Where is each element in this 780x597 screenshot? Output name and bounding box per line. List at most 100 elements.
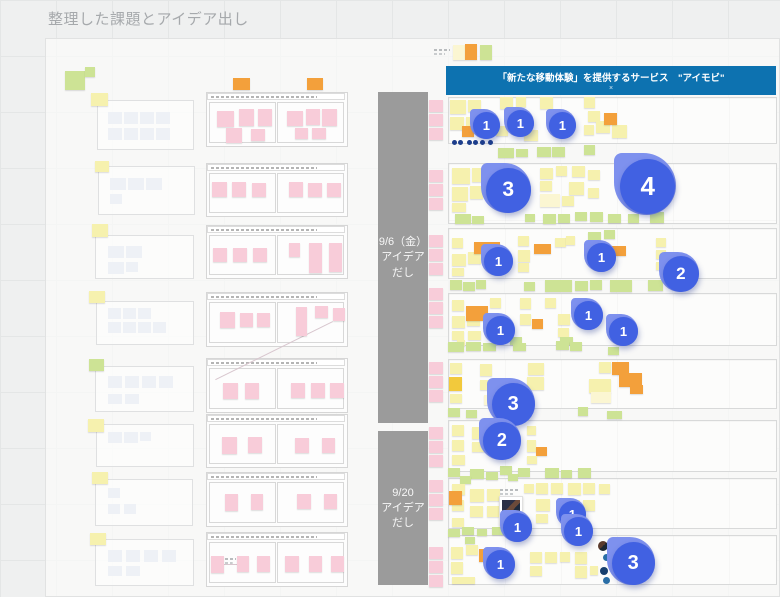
sticky-note[interactable]	[480, 364, 492, 376]
sticky-note[interactable]	[451, 547, 463, 559]
sticky-note[interactable]	[90, 533, 106, 545]
sticky-note[interactable]	[516, 97, 526, 107]
sticky-note[interactable]	[466, 342, 481, 351]
date-band[interactable]: 9/6（金） アイデア だし	[378, 92, 428, 423]
sticky-note[interactable]	[487, 489, 500, 501]
sticky-note[interactable]	[513, 343, 526, 351]
sticky-note[interactable]	[65, 71, 85, 90]
sticky-note[interactable]	[588, 232, 601, 243]
sticky-note[interactable]	[487, 506, 499, 517]
idea-panel[interactable]	[209, 368, 276, 409]
sticky-note-pink[interactable]	[327, 183, 341, 197]
cursor-cluster-badge[interactable]: 1	[504, 107, 534, 137]
sticky-note[interactable]	[89, 359, 104, 371]
sticky-note-pink[interactable]	[217, 111, 234, 127]
cursor-cluster-badge[interactable]: 1	[546, 109, 576, 139]
sticky-note-pink[interactable]	[331, 556, 344, 572]
sticky-note[interactable]	[536, 514, 548, 523]
sticky-note[interactable]	[452, 484, 465, 495]
sticky-note[interactable]	[628, 214, 639, 223]
sticky-note[interactable]	[588, 188, 599, 198]
sticky-note[interactable]	[527, 456, 537, 464]
sticky-note-pink[interactable]	[251, 494, 263, 510]
sticky-note[interactable]	[466, 410, 477, 418]
sticky-note[interactable]	[452, 455, 465, 465]
sticky-note[interactable]	[452, 331, 464, 340]
sticky-note[interactable]	[468, 331, 481, 340]
summary-frame[interactable]	[95, 539, 194, 586]
sticky-note[interactable]	[525, 214, 535, 222]
sticky-note[interactable]	[590, 212, 603, 222]
sticky-note[interactable]	[468, 252, 481, 264]
sticky-note[interactable]	[584, 97, 595, 108]
cursor-cluster-badge[interactable]: 1	[483, 313, 515, 345]
cursor-cluster-badge[interactable]: 1	[571, 298, 603, 330]
sticky-note[interactable]	[510, 337, 522, 345]
sticky-note[interactable]	[452, 168, 470, 184]
sticky-note[interactable]	[630, 385, 643, 394]
sticky-note-pink[interactable]	[251, 129, 265, 141]
sticky-note[interactable]	[463, 282, 475, 291]
sticky-note[interactable]	[608, 347, 619, 355]
sticky-note-pink[interactable]	[429, 302, 443, 314]
sticky-note[interactable]	[518, 468, 530, 477]
sticky-note-pink[interactable]	[429, 316, 443, 328]
sticky-note-pink[interactable]	[212, 182, 227, 197]
sticky-note[interactable]	[452, 268, 464, 276]
idea-row-frame[interactable]	[448, 478, 777, 529]
sticky-note[interactable]	[483, 343, 496, 351]
sticky-note[interactable]	[583, 483, 595, 494]
sticky-note[interactable]	[91, 93, 108, 106]
sticky-note-pink[interactable]	[429, 427, 443, 439]
sticky-note[interactable]	[537, 147, 551, 157]
sticky-note-pink[interactable]	[333, 308, 345, 321]
sticky-note-pink[interactable]	[232, 182, 246, 197]
sticky-note[interactable]	[599, 362, 611, 373]
cursor-cluster-badge[interactable]: 3	[481, 163, 531, 213]
sticky-note[interactable]	[604, 113, 617, 125]
sticky-note[interactable]	[552, 147, 565, 157]
sticky-note[interactable]	[555, 238, 566, 247]
summary-frame[interactable]	[96, 424, 194, 467]
sticky-note[interactable]	[608, 214, 621, 223]
sticky-note[interactable]	[452, 577, 475, 584]
cursor-cluster-badge[interactable]: 1	[500, 510, 532, 542]
sticky-note-pink[interactable]	[329, 243, 342, 272]
sticky-note-pink[interactable]	[223, 383, 238, 399]
sticky-note[interactable]	[612, 125, 627, 138]
sticky-note-pink[interactable]	[233, 248, 247, 262]
sticky-note-pink[interactable]	[322, 109, 337, 126]
sticky-note[interactable]	[452, 440, 464, 451]
sticky-note[interactable]	[490, 298, 501, 308]
sticky-note[interactable]	[558, 328, 569, 337]
sticky-note-pink[interactable]	[289, 243, 300, 257]
sticky-note-pink[interactable]	[429, 184, 443, 196]
sticky-note[interactable]	[530, 552, 542, 563]
sticky-note[interactable]	[500, 466, 512, 475]
sticky-note[interactable]	[472, 216, 484, 224]
sticky-note[interactable]	[591, 392, 611, 403]
sticky-note-pink[interactable]	[429, 170, 443, 182]
cursor-cluster-badge[interactable]: 2	[479, 418, 521, 460]
cursor-cluster-badge[interactable]: 1	[481, 244, 513, 276]
sticky-note[interactable]	[452, 518, 464, 527]
sticky-note[interactable]	[462, 527, 474, 535]
sticky-note[interactable]	[528, 363, 544, 375]
sticky-note[interactable]	[451, 562, 463, 574]
sticky-note-pink[interactable]	[429, 508, 443, 520]
sticky-note[interactable]	[480, 45, 492, 60]
sticky-note[interactable]	[448, 529, 460, 537]
sticky-note[interactable]	[85, 67, 95, 77]
sticky-note[interactable]	[566, 236, 575, 245]
sticky-note[interactable]	[610, 246, 626, 256]
sticky-note[interactable]	[578, 468, 591, 478]
sticky-note[interactable]	[562, 196, 574, 206]
sticky-note-pink[interactable]	[429, 249, 443, 261]
sticky-note[interactable]	[449, 377, 462, 391]
sticky-note[interactable]	[508, 474, 518, 481]
sticky-note[interactable]	[583, 500, 595, 511]
sticky-note[interactable]	[570, 342, 582, 351]
sticky-note-pink[interactable]	[289, 182, 303, 197]
sticky-note-pink[interactable]	[220, 312, 235, 328]
